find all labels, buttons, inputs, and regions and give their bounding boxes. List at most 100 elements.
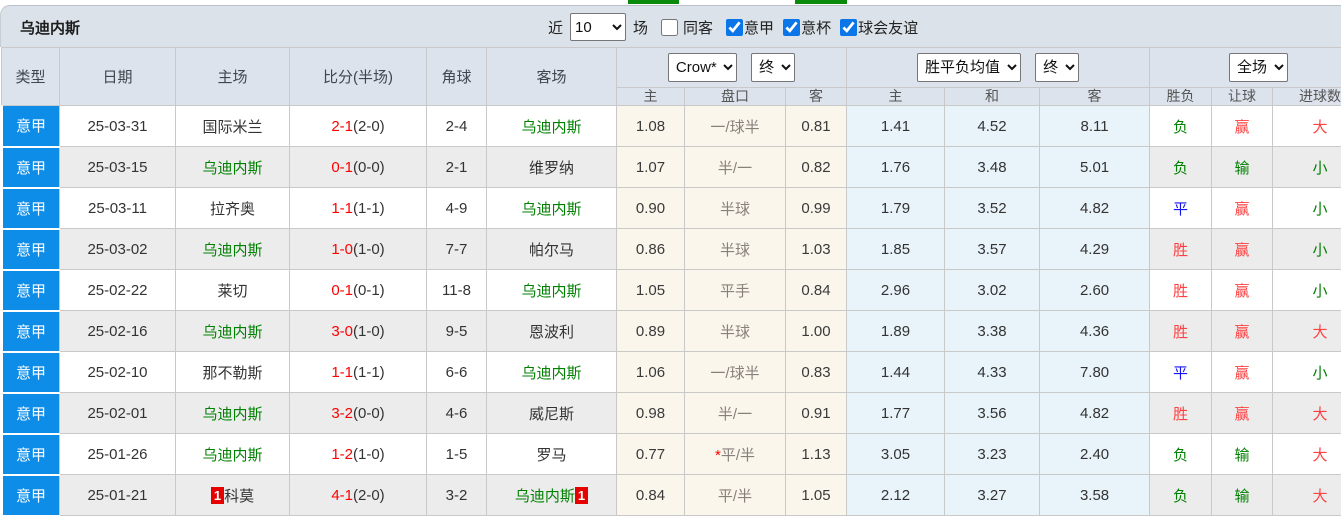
same-venue-checkbox[interactable] [661, 18, 679, 36]
odds-home-cell: 0.86 [616, 228, 685, 270]
odds-home-cell: 1.07 [616, 146, 685, 188]
filter-bar: 乌迪内斯 近 10 场 同客 意甲 意杯 球会友谊 [0, 5, 1341, 47]
handicap-result-cell: 输 [1211, 433, 1274, 475]
handicap-result-cell: 赢 [1211, 310, 1274, 352]
handicap-result-cell: 赢 [1211, 105, 1274, 147]
odds-away-cell: 1.03 [784, 228, 848, 270]
mean-away-cell: 2.60 [1039, 269, 1151, 311]
goals-result-cell: 大 [1272, 474, 1341, 516]
odds-home-cell: 0.98 [616, 392, 685, 434]
odds-away-cell: 0.91 [784, 392, 848, 434]
home-team-cell: 国际米兰 [175, 105, 290, 147]
same-venue-label: 同客 [683, 19, 714, 37]
mean-draw-cell: 4.52 [944, 105, 1041, 147]
mean-draw-cell: 4.33 [944, 351, 1041, 393]
outcome-cell: 平 [1149, 187, 1213, 229]
handicap-cell: 平手 [684, 269, 786, 311]
handicap-result-cell: 赢 [1211, 187, 1274, 229]
date-cell: 25-03-15 [59, 146, 176, 188]
handicap-change-star: * [714, 446, 721, 464]
mean-home-cell: 1.85 [846, 228, 946, 270]
goals-result-cell: 小 [1272, 269, 1341, 311]
halftime-score: (2-0) [353, 117, 385, 135]
scope-select[interactable]: 全场 [1229, 53, 1289, 82]
score-cell: 1-1(1-1) [289, 351, 427, 393]
match-row: 意甲 25-02-22 莱切 0-1(0-1) 11-8 乌迪内斯 1.05 平手 0.84 2.… [0, 269, 1341, 312]
mean-home-cell: 1.89 [846, 310, 946, 352]
team-name: 乌迪内斯 [202, 446, 263, 464]
odds-home-cell: 0.89 [616, 310, 685, 352]
mean-group-header: 胜平负均值 终 [846, 47, 1151, 88]
score-cell: 0-1(0-1) [289, 269, 427, 311]
handicap-result-cell: 赢 [1211, 392, 1274, 434]
handicap-cell: 一/球半 [684, 105, 786, 147]
score-cell: 4-1(2-0) [289, 474, 427, 516]
away-team-cell: 乌迪内斯 [486, 105, 617, 147]
mean-select[interactable]: 胜平负均值 [916, 53, 1021, 82]
mean-away-cell: 3.58 [1039, 474, 1151, 516]
team-name: 帕尔马 [528, 241, 574, 259]
league-coppa-label: 意杯 [801, 19, 832, 37]
mean-draw-cell: 3.02 [944, 269, 1041, 311]
handicap-result-cell: 输 [1211, 474, 1274, 516]
handicap-cell: 半球 [684, 228, 786, 270]
away-team-cell: 乌迪内斯 1 [486, 474, 617, 516]
league-friendly-label: 球会友谊 [858, 19, 919, 37]
odds-away-cell: 1.05 [784, 474, 848, 516]
active-tab-underline-2 [795, 0, 847, 4]
odds-away-cell: 1.00 [784, 310, 848, 352]
mean-draw-cell: 3.52 [944, 187, 1041, 229]
handicap-cell: 半球 [684, 187, 786, 229]
mean-away-cell: 8.11 [1039, 105, 1151, 147]
team-name: 拉齐奥 [209, 200, 255, 218]
recent-count-select[interactable]: 10 [570, 13, 627, 41]
handicap-cell: 一/球半 [684, 351, 786, 393]
odds-home-cell: 1.08 [616, 105, 685, 147]
col-away: 客场 [486, 47, 617, 106]
corners-cell: 7-7 [426, 228, 487, 270]
goals-result-cell: 小 [1272, 228, 1341, 270]
fulltime-score: 1-1 [331, 363, 353, 381]
bookmaker-time-select[interactable]: 终 [751, 53, 796, 82]
mean-time-select[interactable]: 终 [1035, 53, 1080, 82]
team-name: 乌迪内斯 [521, 364, 582, 382]
date-cell: 25-02-10 [59, 351, 176, 393]
handicap-result-cell: 输 [1211, 146, 1274, 188]
outcome-cell: 胜 [1149, 310, 1213, 352]
halftime-score: (1-0) [353, 445, 385, 463]
corners-cell: 2-4 [426, 105, 487, 147]
handicap-cell: 半/一 [684, 146, 786, 188]
league-serie-a-checkbox[interactable] [726, 18, 744, 36]
match-row: 意甲 25-03-02 乌迪内斯 1-0(1-0) 7-7 帕尔马 0.86 半球 1.03 1.… [0, 228, 1341, 271]
league-friendly-checkbox[interactable] [840, 18, 858, 36]
col-handicap: 盘口 [684, 87, 786, 106]
match-row: 意甲 25-03-15 乌迪内斯 0-1(0-0) 2-1 维罗纳 1.07 半/一 0.82 1… [0, 146, 1341, 189]
handicap-cell: 半球 [684, 310, 786, 352]
mean-home-cell: 3.05 [846, 433, 946, 475]
team-name: 威尼斯 [528, 405, 574, 423]
bookmaker-select[interactable]: Crow* [667, 53, 737, 82]
odds-group-header: Crow* 终 [615, 47, 848, 88]
col-odds-away: 客 [784, 87, 848, 106]
corners-cell: 6-6 [426, 351, 487, 393]
date-cell: 25-03-31 [59, 105, 176, 147]
date-cell: 25-02-22 [59, 269, 176, 311]
halftime-score: (0-0) [353, 158, 385, 176]
score-cell: 1-2(1-0) [289, 433, 427, 475]
fulltime-score: 3-2 [331, 404, 353, 422]
goals-result-cell: 大 [1272, 433, 1341, 475]
match-row: 意甲 25-02-16 乌迪内斯 3-0(1-0) 9-5 恩波利 0.89 半球 1.00 1.… [0, 310, 1341, 353]
halftime-score: (0-0) [353, 404, 385, 422]
corners-cell: 3-2 [426, 474, 487, 516]
mean-draw-cell: 3.57 [944, 228, 1041, 270]
league-cell: 意甲 [0, 474, 60, 516]
score-cell: 0-1(0-0) [289, 146, 427, 188]
fulltime-score: 1-1 [331, 199, 353, 217]
away-team-cell: 帕尔马 [486, 228, 617, 270]
col-mean-away: 客 [1039, 87, 1151, 106]
mean-away-cell: 4.82 [1039, 392, 1151, 434]
match-row: 意甲 25-01-26 乌迪内斯 1-2(1-0) 1-5 罗马 0.77 *平/半 1.13 3… [0, 433, 1341, 476]
fulltime-score: 4-1 [331, 486, 353, 504]
league-coppa-checkbox[interactable] [783, 18, 801, 36]
